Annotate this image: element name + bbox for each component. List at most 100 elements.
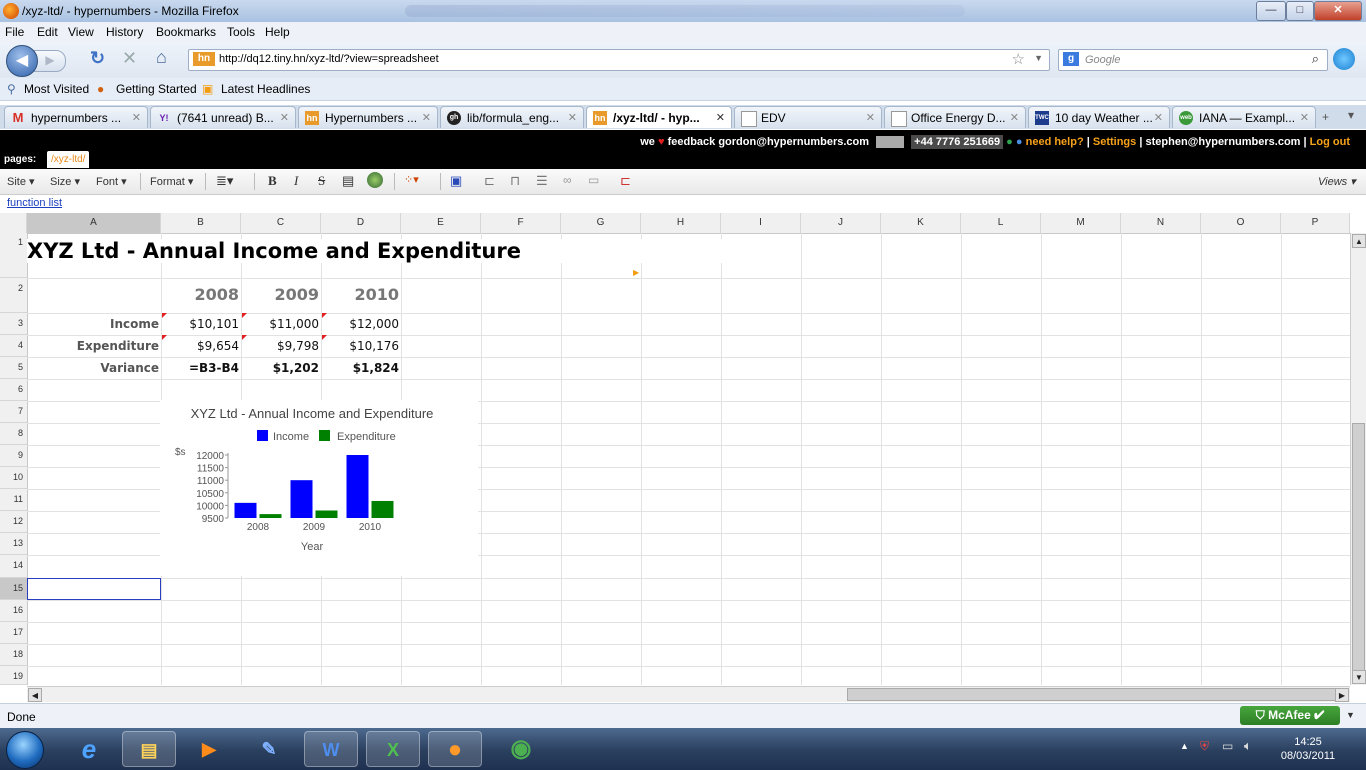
income-cell[interactable]: $10,101 [189,317,239,331]
column-header[interactable]: O [1201,213,1281,233]
year-header[interactable]: 2008 [194,285,239,304]
column-header[interactable]: C [241,213,321,233]
strikethrough-button[interactable]: S [318,173,326,188]
tab-close-icon[interactable]: ✕ [131,112,141,124]
year-header[interactable]: 2009 [274,285,319,304]
tab-close-icon[interactable]: ✕ [421,112,431,124]
vertical-scrollbar[interactable]: ▲ ▼ [1350,233,1366,685]
row-header[interactable]: 5 [0,357,27,379]
tab-close-icon[interactable]: ✕ [865,112,875,124]
function-list-link[interactable]: function list [7,197,63,209]
income-cell[interactable]: $12,000 [349,317,399,331]
tab-office-energy[interactable]: doc Office Energy D... ✕ [884,106,1026,128]
align-icon[interactable]: ≣▾ [216,173,234,188]
media-player-icon[interactable]: ▶ [202,739,216,759]
tab-close-icon[interactable]: ✕ [715,112,725,124]
close-window-button[interactable]: ✕ [1314,1,1362,21]
tray-expand-icon[interactable]: ▲ [1180,741,1189,751]
insert-column-icon[interactable]: ⊓ [510,173,521,188]
row-header[interactable]: 7 [0,401,27,423]
size-menu[interactable]: Size ▾ [50,176,80,188]
menu-history[interactable]: History [106,25,144,39]
url-text[interactable]: http://dq12.tiny.hn/xyz-ltd/?view=spread… [219,53,439,65]
sheet-title[interactable]: XYZ Ltd - Annual Income and Expenditure [27,239,727,263]
row-header[interactable]: 2 [0,278,27,313]
home-icon[interactable]: ⌂ [156,47,167,67]
corner-cell[interactable] [0,213,27,233]
url-dropdown-icon[interactable]: ▼ [1034,53,1043,63]
tab-iana[interactable]: web IANA — Exampl... ✕ [1172,106,1316,128]
fill-color-icon[interactable] [367,172,383,188]
need-help-link[interactable]: need help? [1025,136,1084,148]
format-menu[interactable]: Format ▾ [150,176,194,188]
year-header[interactable]: 2010 [354,285,399,304]
url-bar[interactable]: hn http://dq12.tiny.hn/xyz-ltd/?view=spr… [188,49,1050,71]
row-header[interactable]: 12 [0,511,27,533]
volume-icon[interactable]: 🔈︎ [1244,738,1252,753]
scroll-down-icon[interactable]: ▼ [1352,670,1366,684]
delete-icon[interactable]: ☰ [536,173,548,188]
scroll-right-icon[interactable]: ▶ [1335,688,1349,702]
expenditure-cell[interactable]: $9,798 [277,339,319,353]
color-grid-icon[interactable]: ⁘▾ [404,174,419,186]
excel-icon[interactable]: X [366,731,420,767]
word-icon[interactable]: W [304,731,358,767]
row-header[interactable]: 18 [0,644,27,666]
horizontal-scrollbar[interactable]: ◀ ▶ [27,686,1350,702]
income-cell[interactable]: $11,000 [269,317,319,331]
column-header[interactable]: M [1041,213,1121,233]
font-menu[interactable]: Font ▾ [96,176,127,188]
back-button[interactable]: ◀ [6,45,38,77]
flag-dropdown-icon[interactable] [876,136,905,149]
forward-button[interactable]: ▶ [34,50,66,72]
variance-cell[interactable]: =B3-B4 [188,361,239,375]
menu-file[interactable]: File [5,25,25,39]
form-icon[interactable]: ⊏ [620,173,631,188]
income-label[interactable]: Income [109,317,159,331]
row-header[interactable]: 17 [0,622,27,644]
tab-edv[interactable]: doc EDV ✕ [734,106,882,128]
tab-list-icon[interactable]: ▾ [1348,108,1355,122]
tab-gmail[interactable]: M hypernumbers ... ✕ [4,106,148,128]
scroll-left-icon[interactable]: ◀ [28,688,42,702]
system-clock[interactable]: 14:25 08/03/2011 [1278,735,1338,763]
expenditure-label[interactable]: Expenditure [76,339,159,353]
site-menu[interactable]: Site ▾ [7,176,35,188]
mcafee-dropdown-icon[interactable]: ▼ [1346,710,1355,720]
spreadsheet-grid[interactable]: XYZ Ltd - Annual Income and Expenditure … [27,233,1350,685]
tab-close-icon[interactable]: ✕ [279,112,289,124]
green-app-icon[interactable]: ◉ [510,735,532,762]
row-header[interactable]: 3 [0,313,27,335]
firefox-taskbar-icon[interactable]: ● [428,731,482,767]
column-header[interactable]: P [1281,213,1350,233]
link-icon[interactable]: ∞ [563,173,572,187]
file-explorer-icon[interactable]: ▤ [122,731,176,767]
internet-explorer-icon[interactable]: e [81,734,97,764]
tab-close-icon[interactable]: ✕ [567,112,577,124]
search-box[interactable]: g Google ⌕ [1058,49,1328,71]
scroll-up-icon[interactable]: ▲ [1352,234,1366,248]
search-icon[interactable]: ⌕ [1311,51,1319,66]
column-header[interactable]: G [561,213,641,233]
maximize-button[interactable]: □ [1286,1,1314,21]
menu-bookmarks[interactable]: Bookmarks [156,25,217,39]
column-header[interactable]: E [401,213,481,233]
row-header[interactable]: 19 [0,666,27,685]
expenditure-cell[interactable]: $9,654 [197,339,239,353]
row-header[interactable]: 14 [0,555,27,578]
selected-cell-a15[interactable] [27,578,161,600]
bookmark-latest-headlines[interactable]: Latest Headlines [221,82,311,96]
tray-shield-icon[interactable]: ⛨ [1200,739,1210,753]
row-header[interactable]: 11 [0,489,27,511]
row-header[interactable]: 8 [0,423,27,445]
column-header[interactable]: A [27,213,161,233]
column-header[interactable]: F [481,213,561,233]
network-icon[interactable]: ▭ [1222,739,1234,753]
row-header[interactable]: 4 [0,335,27,357]
menu-edit[interactable]: Edit [37,25,58,39]
reload-icon[interactable]: ↻ [90,48,106,68]
variance-label[interactable]: Variance [100,361,159,375]
comment-icon[interactable]: ▭ [588,173,600,187]
feedback-link[interactable]: feedback gordon@hypernumbers.com [667,136,870,148]
income-expenditure-chart[interactable]: XYZ Ltd - Annual Income and Expenditure … [160,400,478,576]
